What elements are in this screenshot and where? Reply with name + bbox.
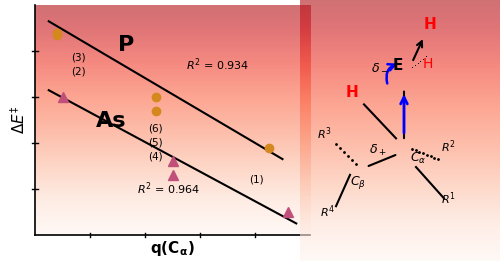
Text: $R^2$: $R^2$	[440, 138, 456, 155]
FancyArrowPatch shape	[386, 64, 395, 84]
Text: H: H	[423, 57, 433, 71]
Text: (2): (2)	[71, 66, 86, 76]
Text: H: H	[346, 85, 358, 99]
Text: H: H	[424, 17, 436, 32]
Text: $R^2$ = 0.934: $R^2$ = 0.934	[186, 56, 250, 73]
Text: (5): (5)	[148, 137, 162, 147]
Text: $C_{\alpha}$: $C_{\alpha}$	[410, 151, 426, 166]
Text: $C_{\beta}$: $C_{\beta}$	[350, 174, 366, 191]
Text: $\Delta E^{\ddagger}$: $\Delta E^{\ddagger}$	[9, 106, 28, 134]
Text: (3): (3)	[71, 52, 86, 62]
Text: $\delta_-$: $\delta_-$	[371, 61, 389, 73]
Text: $\mathbf{q(C_{\alpha})}$: $\mathbf{q(C_{\alpha})}$	[150, 239, 195, 258]
Text: (4): (4)	[148, 151, 162, 161]
Text: $R^2$ = 0.964: $R^2$ = 0.964	[137, 180, 200, 197]
Text: E: E	[393, 58, 403, 73]
Text: As: As	[96, 111, 126, 131]
Text: $R^1$: $R^1$	[440, 190, 456, 207]
Text: P: P	[118, 35, 134, 55]
Text: (6): (6)	[148, 123, 162, 134]
Text: $R^3$: $R^3$	[316, 125, 332, 142]
Text: $\delta_+$: $\delta_+$	[369, 143, 387, 158]
Text: $R^4$: $R^4$	[320, 203, 336, 220]
Text: (1): (1)	[250, 174, 264, 184]
